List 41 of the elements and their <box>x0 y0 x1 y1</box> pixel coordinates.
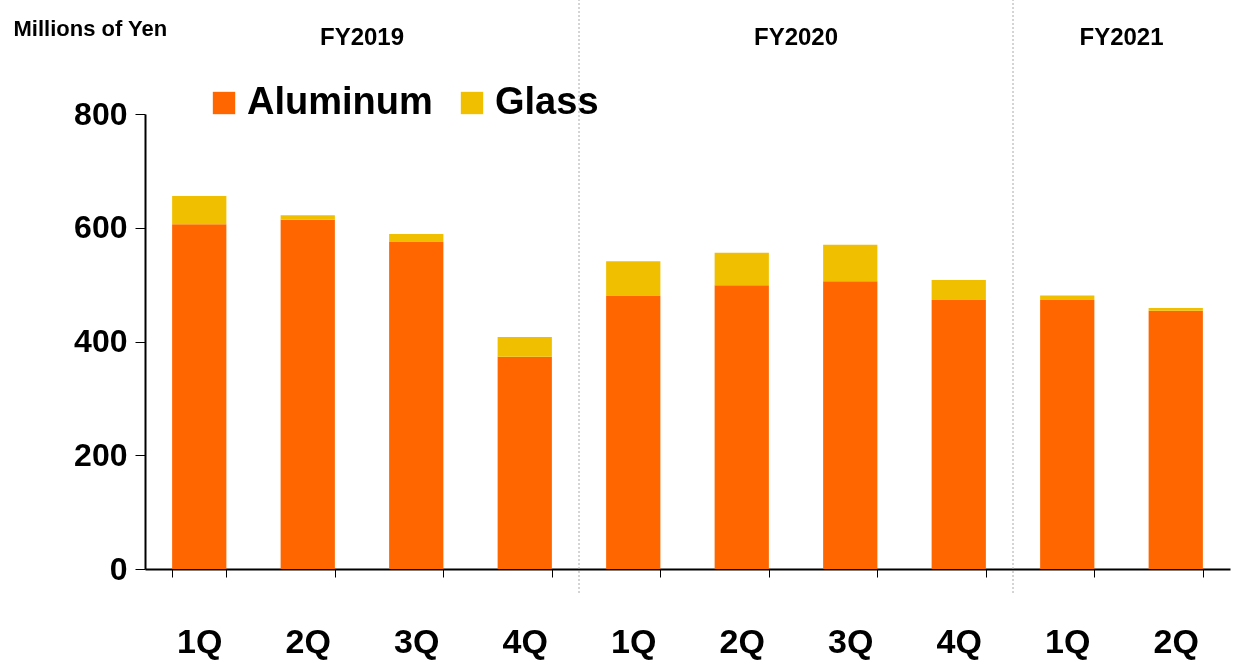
bar <box>714 252 769 286</box>
y-tick-label: 200 <box>74 436 128 473</box>
y-tick-label: 400 <box>74 323 128 359</box>
bar <box>1040 299 1095 569</box>
bar <box>172 195 227 225</box>
x-tick-label: 4Q <box>936 621 982 660</box>
bar <box>172 224 227 569</box>
x-tick-label: 1Q <box>177 621 223 660</box>
legend-label: Glass <box>495 80 599 122</box>
bar <box>389 241 444 569</box>
bar <box>389 234 444 242</box>
bar <box>1148 310 1203 569</box>
legend-label: Aluminum <box>247 80 433 122</box>
x-tick-label: 3Q <box>828 621 874 660</box>
x-tick-label: 2Q <box>719 621 765 660</box>
x-tick-label: 2Q <box>1153 621 1199 660</box>
text: FY2019 <box>319 23 405 50</box>
x-tick-label: 3Q <box>394 621 440 660</box>
bar <box>823 244 878 282</box>
bar <box>714 285 769 569</box>
text: FY2021 <box>1079 23 1164 50</box>
bar <box>606 261 661 296</box>
text: FY2020 <box>753 23 839 50</box>
bar <box>497 356 552 569</box>
bar <box>280 219 335 569</box>
bar <box>823 281 878 569</box>
y-tick-label: 600 <box>74 209 128 246</box>
y-axis-title: Millions of Yen <box>13 15 168 41</box>
x-tick-label: 1Q <box>1045 621 1091 660</box>
bar <box>606 296 661 569</box>
bar <box>280 215 335 220</box>
y-tick-label: 0 <box>109 550 128 587</box>
x-tick-label: 2Q <box>285 621 331 660</box>
bar <box>1148 307 1203 311</box>
x-tick-label: 1Q <box>611 621 657 660</box>
x-tick-label: 4Q <box>502 621 548 660</box>
y-tick-label: 800 <box>74 95 128 132</box>
bar <box>497 336 552 357</box>
bar <box>1040 295 1095 300</box>
bar <box>931 280 986 300</box>
bar <box>931 299 986 569</box>
